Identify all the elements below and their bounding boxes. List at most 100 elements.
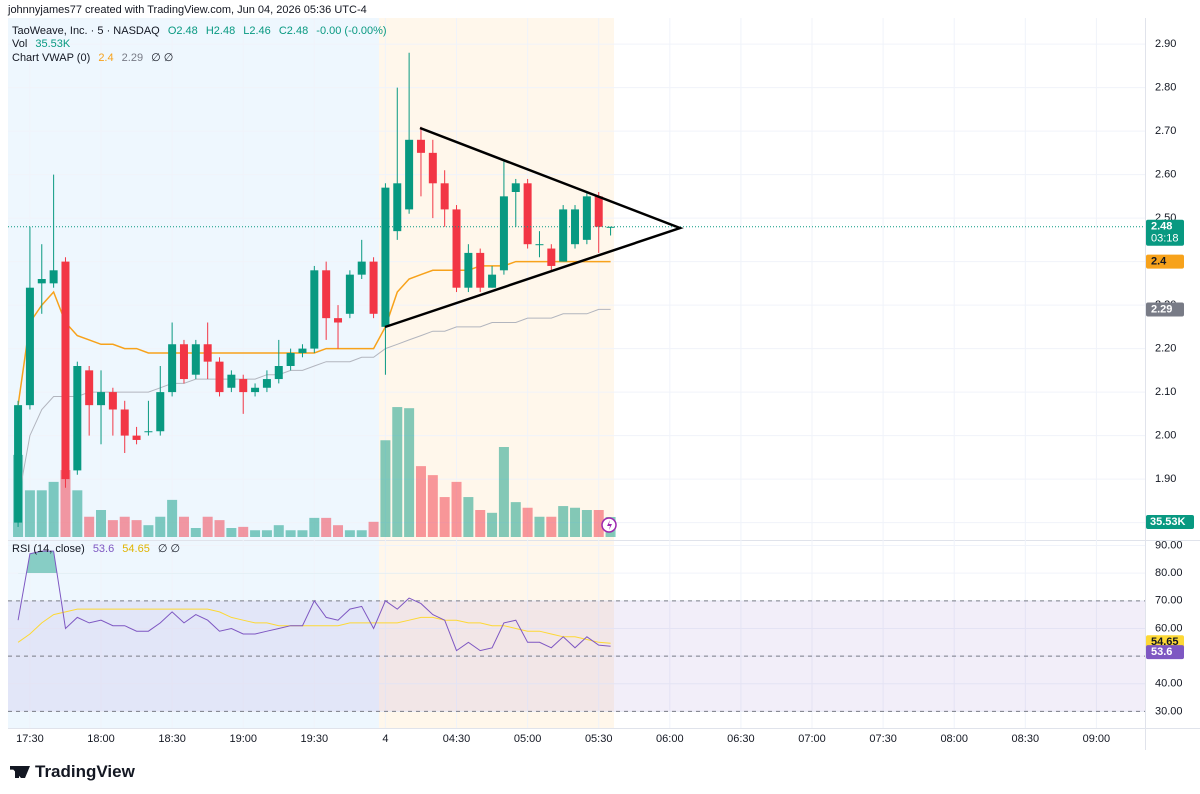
candle-body	[393, 183, 402, 232]
last-price-tag: 2.48	[1151, 221, 1172, 233]
volume-bar	[143, 525, 154, 537]
high: H2.48	[205, 25, 236, 37]
x-tick-label: 4	[382, 733, 388, 745]
volume-bar	[356, 530, 367, 537]
candle-body	[179, 344, 188, 380]
candle-body	[298, 348, 307, 353]
volume-bar	[558, 506, 569, 537]
close: C2.48	[278, 25, 309, 37]
vwap-name: Chart VWAP (0)	[12, 52, 91, 64]
candle-body	[499, 196, 508, 271]
volume-bar	[333, 525, 344, 537]
volume-bar	[96, 510, 107, 537]
volume-bar	[522, 507, 533, 537]
candle-body	[25, 287, 34, 406]
candle-body	[85, 370, 94, 406]
volume-tag: 35.53K	[1150, 516, 1186, 528]
volume-bar	[24, 490, 35, 537]
y-tick-label: 2.20	[1155, 343, 1176, 355]
candle-body	[606, 226, 615, 228]
vwap-band-tag-bg	[1146, 302, 1184, 317]
candle-body	[440, 183, 449, 210]
volume-bar	[570, 507, 581, 537]
volume-bar	[190, 528, 201, 537]
volume-bar	[36, 490, 47, 537]
y-tick-label: 2.90	[1155, 38, 1176, 50]
candle-body	[14, 405, 23, 523]
volume-bar	[167, 499, 178, 537]
volume-bar	[415, 466, 426, 537]
volume-legend: Vol 35.53K	[12, 38, 75, 50]
x-tick-label: 05:00	[514, 733, 542, 745]
x-tick-label: 08:00	[940, 733, 968, 745]
candle-body	[286, 352, 295, 366]
candle-body	[49, 270, 58, 284]
vwap-tag-bg	[1146, 254, 1184, 269]
x-tick-label: 18:30	[158, 733, 186, 745]
logo: TradingView	[10, 762, 135, 782]
volume-bar	[119, 516, 130, 537]
rsi-tick-label: 60.00	[1155, 622, 1183, 634]
change: -0.00 (-0.00%)	[316, 25, 387, 37]
credit: johnnyjames77 created with TradingView.c…	[8, 4, 367, 16]
vwap-empty: ∅ ∅	[151, 52, 174, 64]
volume-bar	[534, 516, 545, 537]
x-tick-label: 17:30	[16, 733, 44, 745]
rsi-value: 53.6	[92, 543, 115, 555]
volume-bar	[72, 490, 83, 537]
candle-body	[322, 270, 331, 319]
symbol: TaoWeave, Inc. · 5 · NASDAQ	[12, 25, 160, 37]
candle-body	[108, 392, 117, 410]
candle-body	[476, 252, 485, 288]
rsi-tick-label: 80.00	[1155, 567, 1183, 579]
volume-bar	[368, 521, 379, 537]
volume-bar	[273, 525, 284, 537]
volume-bar	[463, 497, 474, 537]
low: L2.46	[243, 25, 271, 37]
volume-bar	[202, 516, 213, 537]
volume-bar	[309, 517, 320, 537]
rsi-tag-bg	[1146, 645, 1184, 660]
candle-body	[334, 318, 343, 323]
x-tick-label: 07:00	[798, 733, 826, 745]
triangle-drawing	[384, 126, 684, 329]
volume-bar	[60, 470, 71, 537]
candle-body	[239, 379, 248, 393]
volume-bar	[487, 512, 498, 537]
rsi-empty: ∅ ∅	[157, 543, 181, 555]
x-tick-label: 06:00	[656, 733, 684, 745]
x-tick-label: 09:00	[1083, 733, 1111, 745]
volume-bar	[344, 530, 355, 537]
volume-bar	[510, 502, 521, 537]
volume-bar	[155, 516, 166, 537]
volume-bar	[131, 520, 142, 537]
volume-bar	[404, 408, 415, 537]
candle-body	[594, 196, 603, 227]
pre-market-session	[379, 18, 614, 728]
vwap-legend: Chart VWAP (0) 2.4 2.29 ∅ ∅	[12, 51, 178, 64]
volume-bar	[297, 530, 308, 537]
x-tick-label: 06:30	[727, 733, 755, 745]
candle-body	[369, 261, 378, 314]
volume-bar	[439, 497, 450, 537]
rsi-tag: 53.6	[1151, 646, 1172, 658]
open: O2.48	[167, 25, 198, 37]
volume-bar	[178, 516, 189, 537]
rsi-line	[17, 550, 611, 652]
volume-bar	[84, 516, 95, 537]
rsi-tick-label: 90.00	[1155, 539, 1183, 551]
candle-body	[547, 248, 556, 266]
candle-body	[416, 139, 425, 153]
candle-body	[120, 409, 129, 436]
logo-icon	[10, 766, 30, 778]
volume-bar	[48, 481, 59, 537]
volume-bar	[107, 520, 118, 537]
volume-bar	[250, 530, 261, 537]
candle-body	[428, 152, 437, 184]
x-tick-label: 05:30	[585, 733, 613, 745]
candle-body	[523, 183, 532, 245]
candle-body	[168, 344, 177, 393]
candle-body	[582, 196, 591, 240]
volume-bar	[593, 510, 604, 537]
